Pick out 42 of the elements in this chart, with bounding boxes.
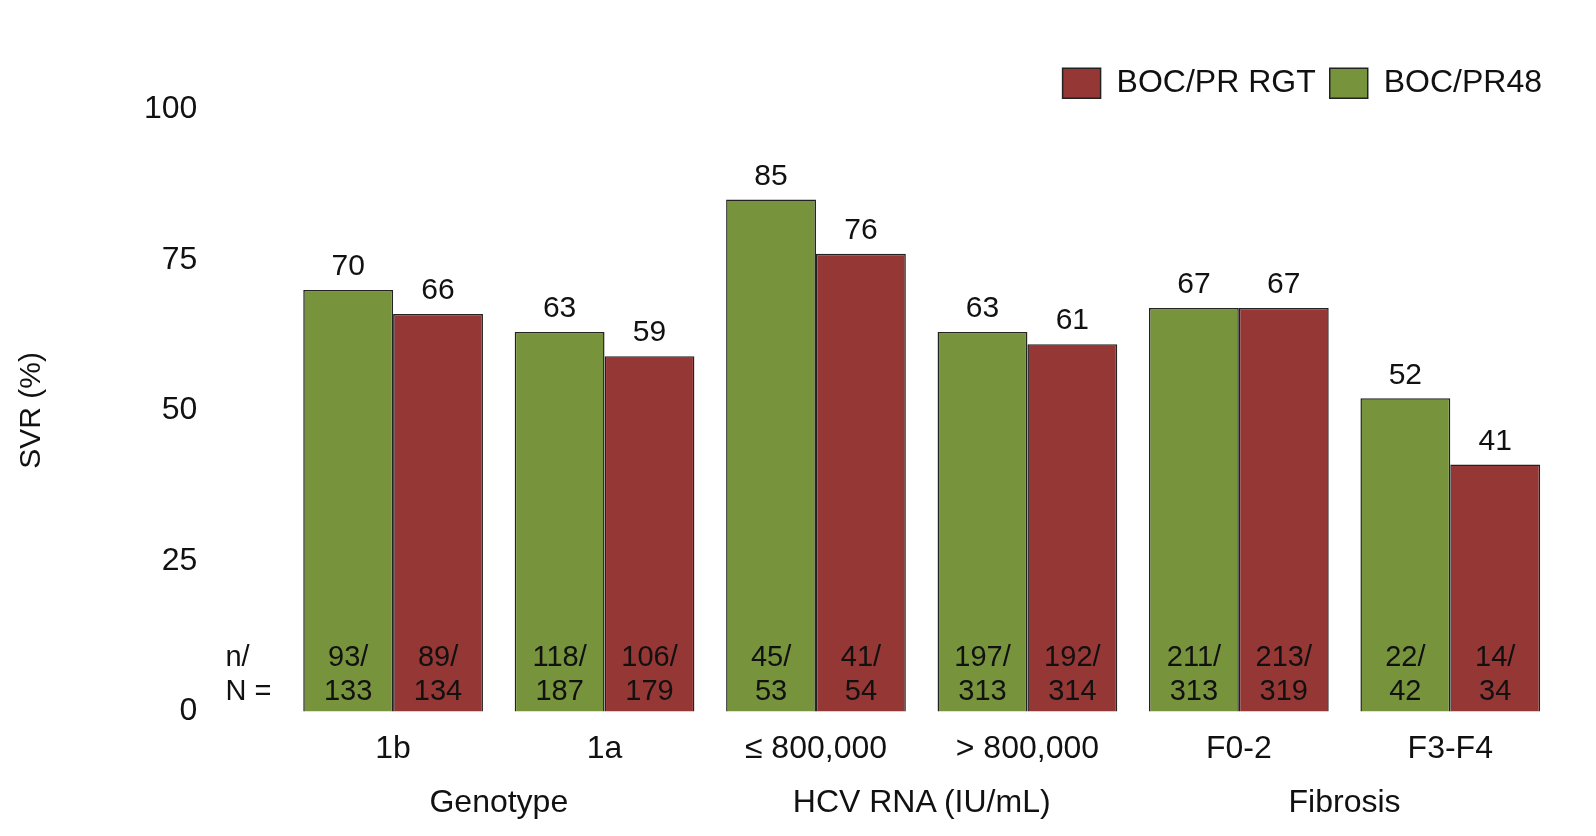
data-label: 70 <box>331 248 365 282</box>
annotation: 22/ 42 <box>1385 639 1427 706</box>
text: Genotype <box>429 783 569 819</box>
data-label: 61 <box>1055 302 1090 336</box>
annotation: 14/ 34 <box>1475 639 1517 706</box>
data-label: 52 <box>1388 356 1423 390</box>
y-tick-label: 100 <box>144 89 198 126</box>
text: HCV RNA (IU/mL) <box>792 783 1051 819</box>
annotation: 89/ 134 <box>413 639 463 706</box>
data-label: 41 <box>1478 422 1512 456</box>
x-tick-label: ≤ 800,000 <box>744 728 888 765</box>
annotation: 213/ 319 <box>1255 639 1313 706</box>
annotation: 45/ 53 <box>750 639 793 706</box>
annotation: 211/ 313 <box>1166 639 1222 706</box>
y-tick-label: 75 <box>161 239 198 276</box>
annotation: 118/ 187 <box>532 639 588 706</box>
data-label: 63 <box>965 290 1000 324</box>
data-label: 76 <box>844 212 878 246</box>
x-tick-label: F3-F4 <box>1407 728 1493 765</box>
legend-label: BOC/PR48 <box>1383 63 1542 100</box>
annotation: 192/ 314 <box>1044 639 1102 706</box>
y-tick-label: 0 <box>179 691 198 728</box>
x-tick-label: 1b <box>375 728 411 765</box>
y-tick-label: 50 <box>161 390 198 427</box>
y-tick-label: 25 <box>161 540 198 577</box>
data-label: 85 <box>754 157 788 191</box>
data-label: 63 <box>542 290 577 324</box>
data-label: 59 <box>632 314 667 348</box>
text: n/ N = <box>225 639 272 706</box>
legend-label: BOC/PR RGT <box>1116 63 1316 100</box>
annotation: 93/ 133 <box>323 639 373 706</box>
data-label: 67 <box>1267 266 1301 300</box>
annotation: 106/ 179 <box>621 639 679 706</box>
y-axis-title: SVR (%) <box>13 352 47 469</box>
annotation: 197/ 313 <box>954 639 1012 706</box>
x-tick-label: 1a <box>586 728 623 765</box>
data-label: 66 <box>421 272 455 306</box>
x-tick-label: F0-2 <box>1205 728 1272 765</box>
text: Fibrosis <box>1288 783 1401 819</box>
x-tick-label: > 800,000 <box>955 728 1100 765</box>
annotation: 41/ 54 <box>840 639 882 706</box>
data-label: 67 <box>1177 266 1211 300</box>
